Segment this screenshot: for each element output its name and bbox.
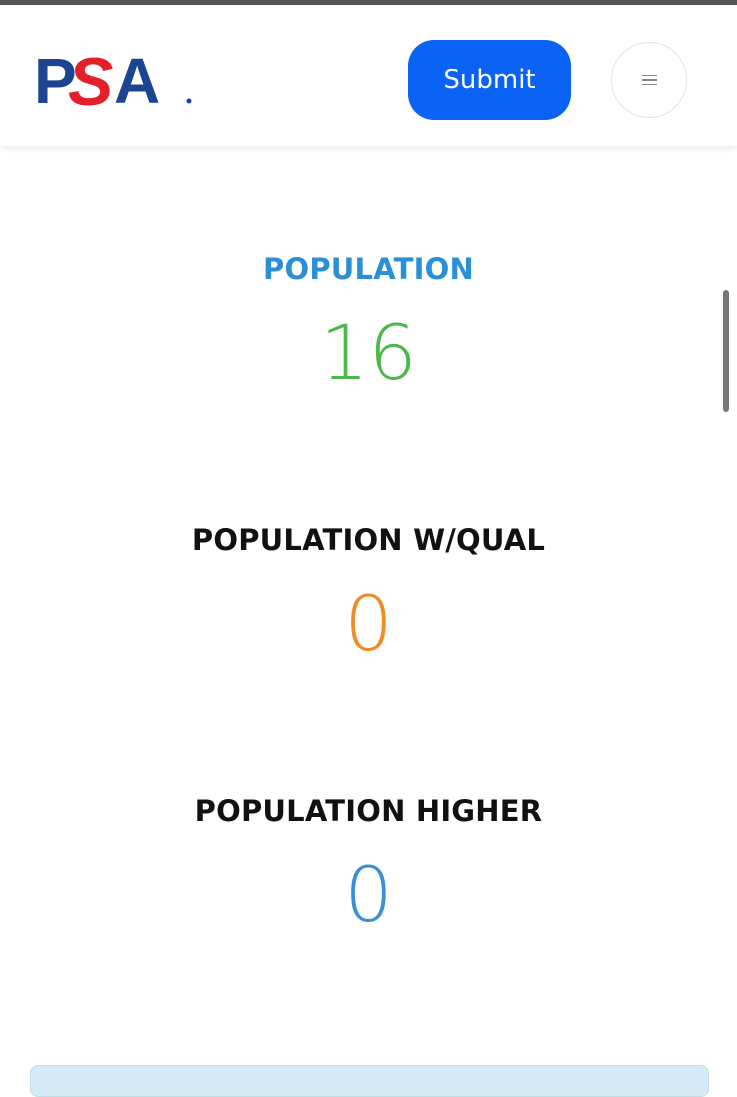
- hamburger-icon: [641, 72, 657, 89]
- info-box: [30, 1065, 709, 1097]
- status-bar: [0, 0, 737, 5]
- population-stat: POPULATION 16: [0, 252, 737, 397]
- population-higher-stat: POPULATION HIGHER 0: [0, 794, 737, 939]
- population-value: 16: [320, 308, 417, 397]
- menu-button[interactable]: [611, 42, 687, 118]
- psa-logo[interactable]: P S A: [34, 44, 194, 120]
- svg-text:P: P: [34, 47, 77, 111]
- population-qual-label: POPULATION W/QUAL: [191, 523, 546, 557]
- population-qual-value: 0: [344, 579, 393, 668]
- population-higher-value: 0: [344, 850, 393, 939]
- population-label: POPULATION: [263, 252, 474, 286]
- submit-button[interactable]: Submit: [408, 40, 571, 120]
- site-header: P S A Submit: [0, 5, 737, 146]
- population-qual-stat: POPULATION W/QUAL 0: [0, 523, 737, 668]
- population-higher-label: POPULATION HIGHER: [194, 794, 543, 828]
- svg-text:A: A: [114, 47, 160, 111]
- scrollbar[interactable]: [723, 290, 729, 412]
- svg-text:S: S: [68, 47, 113, 111]
